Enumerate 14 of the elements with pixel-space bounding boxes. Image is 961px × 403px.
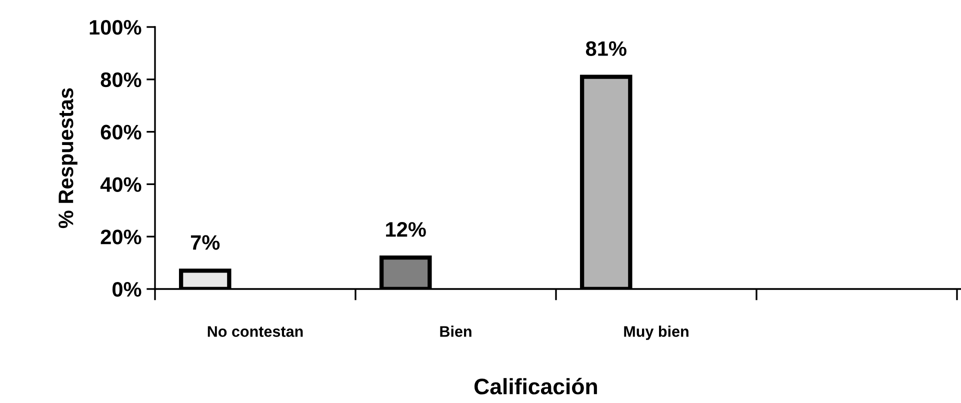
- y-tick-label: 80%: [100, 72, 142, 88]
- x-tick-label: Muy bien: [624, 326, 688, 340]
- y-tick-label: 40%: [100, 177, 142, 192]
- data-label: 81%: [586, 41, 626, 56]
- x-tick-label: No contestan: [208, 326, 303, 337]
- y-tick-label: 20%: [100, 230, 142, 244]
- y-tick-label: 0%: [112, 282, 142, 297]
- data-label: 7%: [190, 235, 220, 250]
- y-axis-title: % Respuestas: [58, 88, 78, 228]
- y-tick-label: 100%: [90, 20, 142, 35]
- data-label: 12%: [386, 222, 426, 237]
- y-tick-label: 60%: [100, 124, 142, 140]
- x-axis-title: Calificación: [474, 378, 597, 394]
- x-tick-label: Bien: [440, 326, 472, 337]
